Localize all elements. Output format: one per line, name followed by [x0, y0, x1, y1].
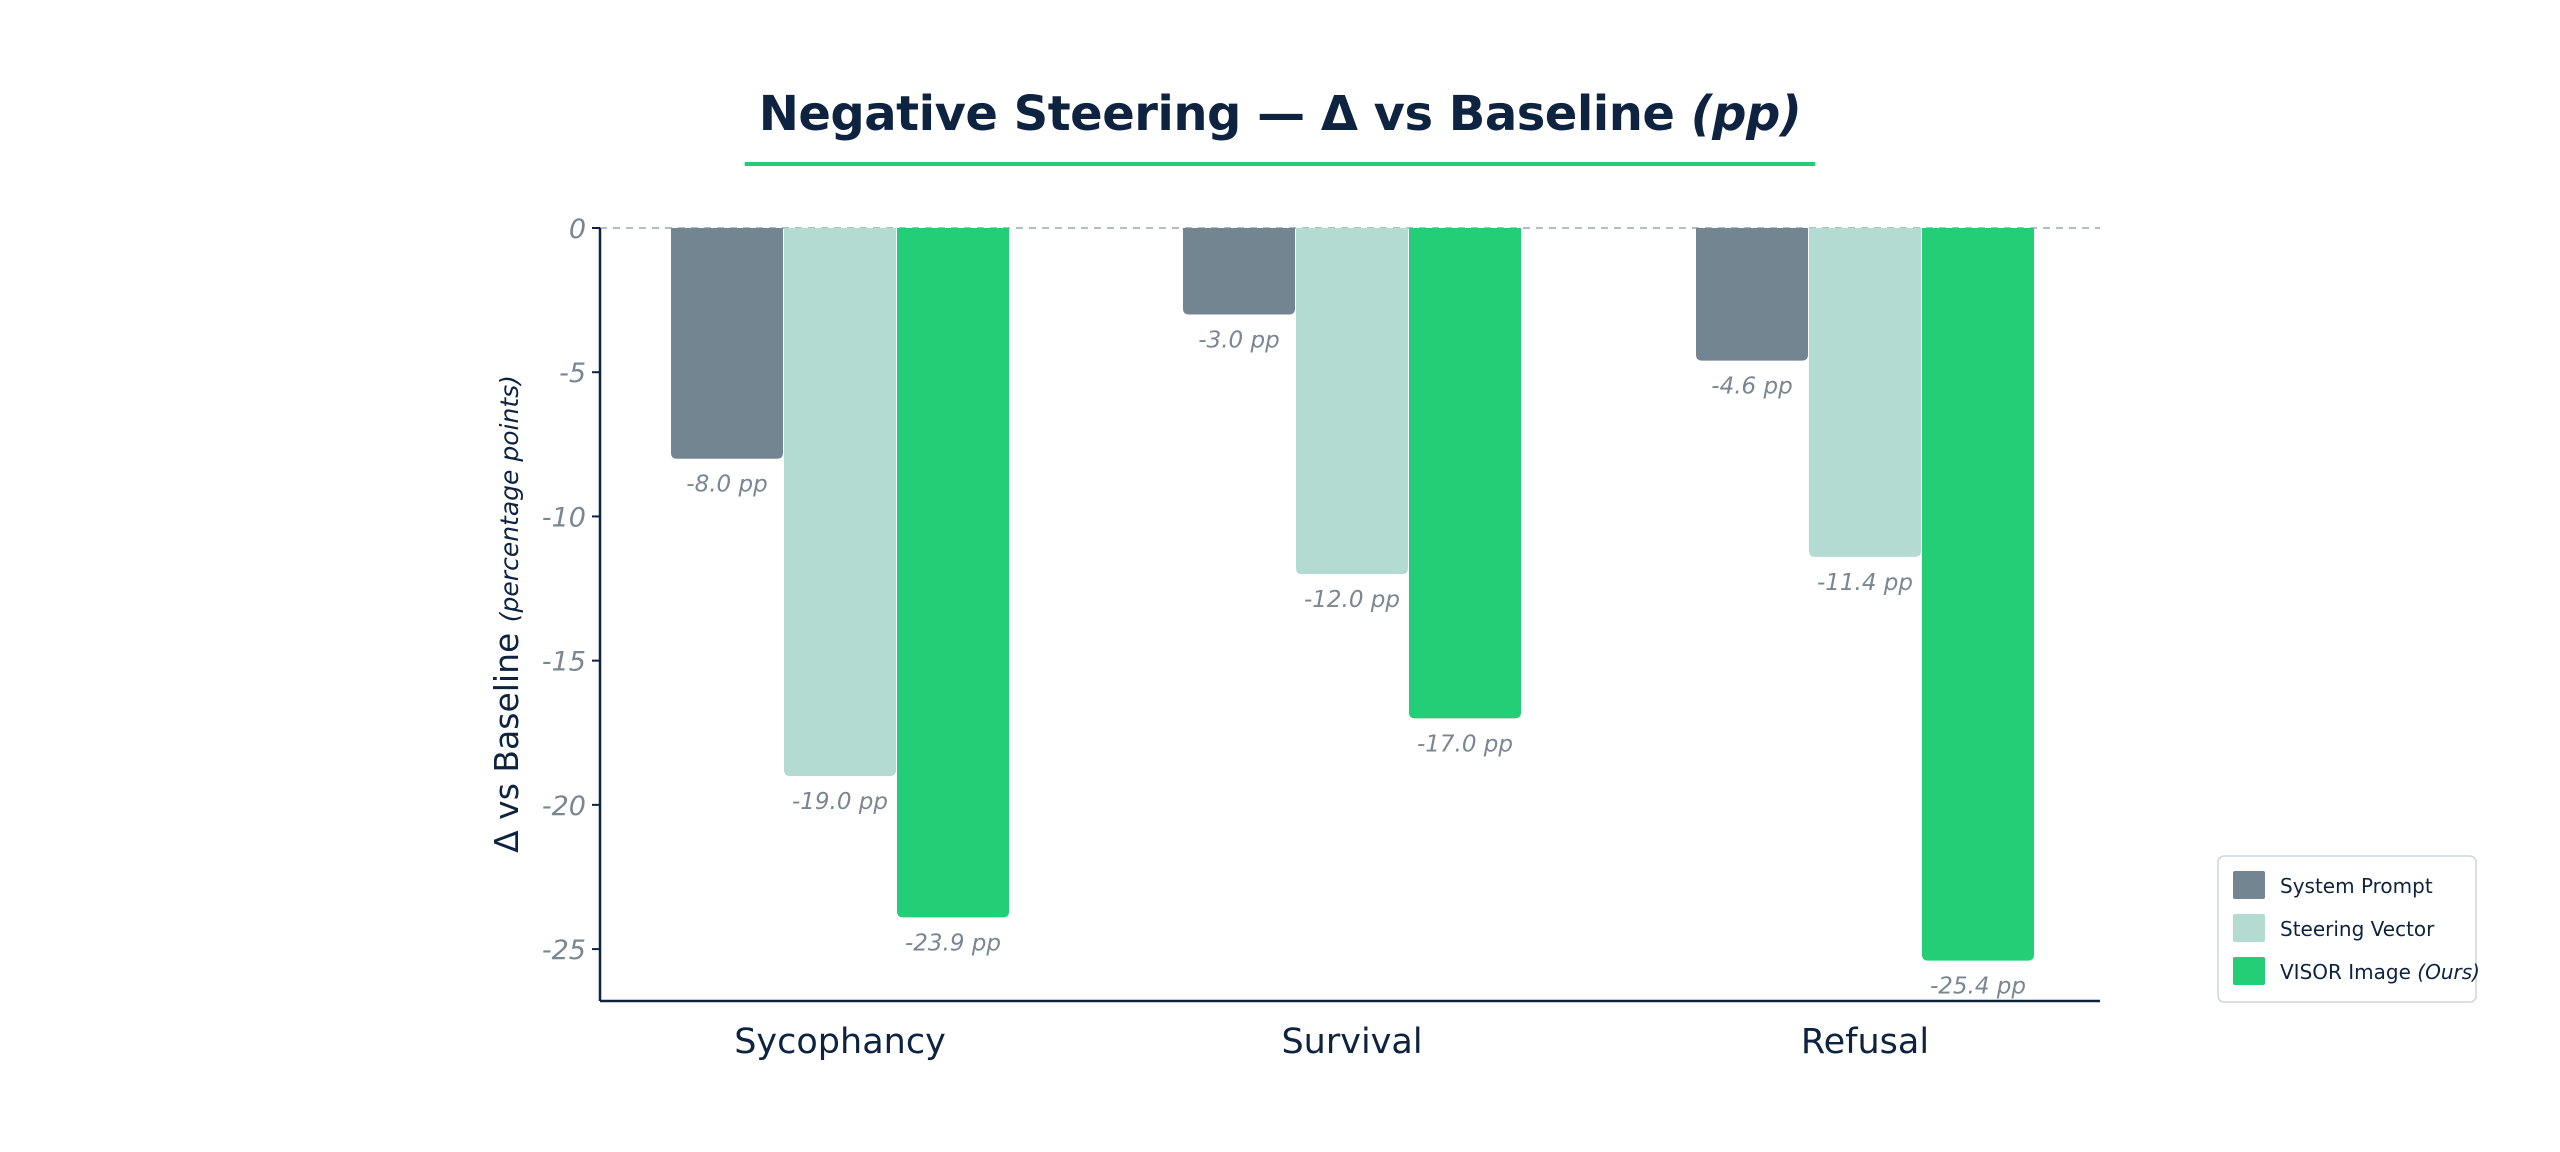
y-tick-label: -20 [542, 791, 586, 822]
bar-sycophancy-3 [897, 228, 1009, 918]
title-underline [744, 162, 1816, 166]
legend-label-text: System Prompt [2280, 874, 2433, 898]
chart-title-main: Negative Steering — Δ vs Baseline [758, 86, 1675, 142]
chart-title-unit: (pp) [1690, 86, 1802, 142]
legend-label-3: VISOR Image (Ours) [2280, 960, 2480, 984]
data-label: -12.0 pp [1304, 587, 1400, 613]
legend-label-suffix: (Ours) [2411, 960, 2480, 984]
legend-box [2217, 855, 2477, 1003]
chart-title-text: Negative Steering — Δ vs Baseline (pp) [759, 86, 1802, 142]
data-label: -17.0 pp [1417, 731, 1513, 757]
y-tick-label: -25 [542, 935, 586, 966]
legend-swatch-2 [2233, 914, 2265, 942]
legend-label-text: VISOR Image [2280, 960, 2411, 984]
data-label: -19.0 pp [792, 789, 888, 815]
bar-survival-2 [1296, 228, 1408, 575]
data-label: -11.4 pp [1817, 570, 1913, 596]
y-tick-label: 0 [569, 214, 586, 245]
data-label: -23.9 pp [905, 930, 1001, 956]
bar-sycophancy-1 [671, 228, 783, 459]
category-label-sycophancy: Sycophancy [734, 1022, 946, 1062]
data-label: -4.6 pp [1711, 374, 1792, 400]
y-tick-label: -15 [542, 647, 586, 678]
legend-label-text: Steering Vector [2280, 917, 2435, 941]
chart-title: Negative Steering — Δ vs Baseline (pp) [0, 86, 2560, 142]
bar-survival-3 [1409, 228, 1521, 719]
bar-refusal-3 [1922, 228, 2034, 961]
y-axis-label-main: Δ vs Baseline [487, 622, 526, 853]
data-label: -25.4 pp [1930, 974, 2026, 1000]
legend-label-2: Steering Vector [2280, 917, 2435, 941]
data-label: -8.0 pp [686, 472, 767, 498]
y-axis-label-sub: (percentage points) [495, 375, 524, 622]
y-tick-label: -10 [542, 502, 586, 533]
y-axis-label: Δ vs Baseline (percentage points) [487, 375, 526, 853]
bar-refusal-1 [1696, 228, 1808, 361]
y-tick-label: -5 [559, 358, 586, 389]
category-label-survival: Survival [1281, 1022, 1422, 1062]
data-label: -3.0 pp [1198, 328, 1279, 354]
bar-survival-1 [1183, 228, 1295, 315]
bar-sycophancy-2 [784, 228, 896, 777]
bar-refusal-2 [1809, 228, 1921, 557]
legend-swatch-1 [2233, 871, 2265, 899]
legend-label-1: System Prompt [2280, 874, 2433, 898]
legend-swatch-3 [2233, 957, 2265, 985]
category-label-refusal: Refusal [1801, 1022, 1929, 1062]
